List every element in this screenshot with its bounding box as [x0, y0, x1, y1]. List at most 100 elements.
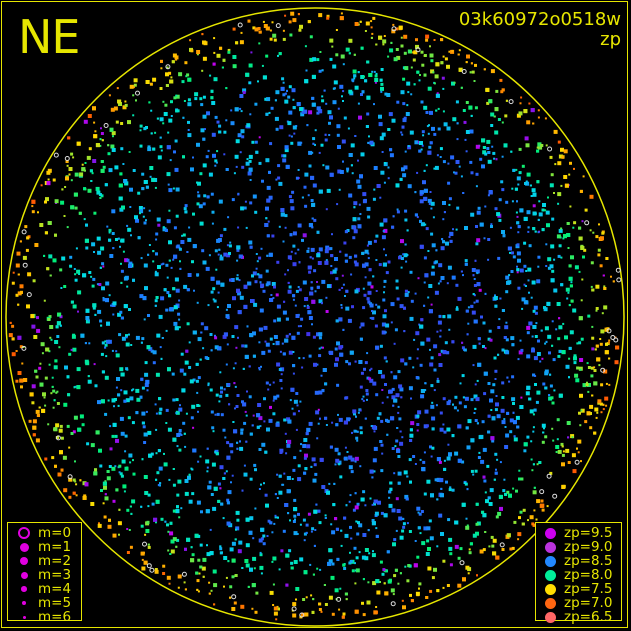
star-point [292, 412, 296, 416]
star-point [239, 94, 244, 98]
magnitude-legend-entry: m=4 [16, 582, 81, 596]
star-point [474, 63, 477, 67]
star-point [391, 395, 396, 400]
star-point [363, 293, 367, 297]
star-point [379, 440, 383, 443]
star-point [354, 289, 359, 294]
star-point [288, 110, 293, 115]
bright-star-ring [299, 612, 305, 618]
star-point [284, 338, 289, 343]
star-point [406, 229, 409, 232]
star-point [57, 472, 62, 477]
star-point [537, 218, 540, 221]
star-point [231, 335, 235, 338]
star-point [249, 201, 253, 205]
star-point [235, 405, 239, 408]
star-point [364, 276, 367, 279]
star-point [218, 130, 222, 134]
star-point [55, 423, 60, 428]
star-point [124, 450, 127, 453]
star-point [280, 387, 283, 390]
star-point [69, 255, 73, 259]
star-point [241, 344, 245, 348]
bright-star-ring [336, 596, 342, 602]
star-point [596, 411, 599, 414]
star-point [346, 167, 350, 171]
star-point [448, 452, 452, 457]
star-point [565, 287, 570, 292]
star-point [506, 533, 511, 538]
star-point [144, 383, 149, 387]
star-point [334, 447, 339, 452]
star-point [385, 418, 388, 422]
star-point [490, 535, 494, 539]
star-point [234, 574, 238, 577]
star-point [529, 515, 534, 520]
star-point [481, 510, 485, 514]
star-point [397, 411, 400, 414]
star-point [207, 485, 212, 490]
star-point [248, 530, 253, 535]
star-point [558, 317, 561, 320]
star-point [178, 318, 181, 321]
star-point [150, 132, 153, 135]
star-point [496, 414, 501, 419]
star-point [599, 402, 603, 406]
star-point [182, 421, 186, 425]
star-point [527, 279, 530, 282]
star-point [521, 164, 525, 168]
star-point [516, 271, 519, 274]
star-point [555, 451, 558, 453]
star-point [293, 132, 296, 135]
star-point [351, 305, 354, 309]
star-point [100, 352, 104, 356]
star-point [336, 341, 340, 346]
star-point [228, 244, 232, 248]
star-point [265, 217, 268, 220]
star-point [506, 490, 510, 494]
star-point [430, 404, 435, 409]
star-point [292, 364, 296, 368]
star-point [31, 205, 34, 208]
star-point [568, 264, 572, 268]
star-point [302, 598, 306, 601]
star-point [460, 175, 463, 178]
star-point [235, 139, 240, 144]
star-point [359, 326, 362, 329]
star-point [440, 246, 445, 251]
star-point [421, 63, 425, 67]
star-point [454, 171, 458, 175]
star-point [127, 120, 131, 125]
star-point [210, 89, 214, 93]
star-point [526, 354, 531, 359]
star-point [318, 151, 321, 154]
star-point [402, 77, 406, 81]
star-point [231, 575, 235, 579]
star-point [156, 217, 161, 222]
star-point [209, 551, 214, 556]
star-point [147, 314, 150, 317]
star-point [15, 379, 19, 383]
star-point [538, 461, 542, 464]
star-point [576, 366, 580, 370]
star-point [235, 346, 238, 349]
star-point [346, 170, 349, 173]
star-point [124, 100, 127, 103]
star-point [390, 41, 393, 44]
star-point [564, 183, 569, 188]
star-point [149, 166, 154, 170]
star-point [229, 585, 233, 589]
star-point [339, 170, 344, 174]
star-point [196, 391, 199, 394]
star-point [214, 345, 219, 350]
star-point [279, 379, 283, 382]
star-point [295, 176, 299, 180]
star-point [235, 41, 239, 45]
star-point [122, 250, 125, 253]
star-point [541, 440, 545, 444]
star-point [566, 297, 569, 300]
star-point [400, 266, 403, 269]
star-point [26, 236, 30, 240]
star-point [174, 167, 179, 172]
star-point [376, 590, 381, 595]
